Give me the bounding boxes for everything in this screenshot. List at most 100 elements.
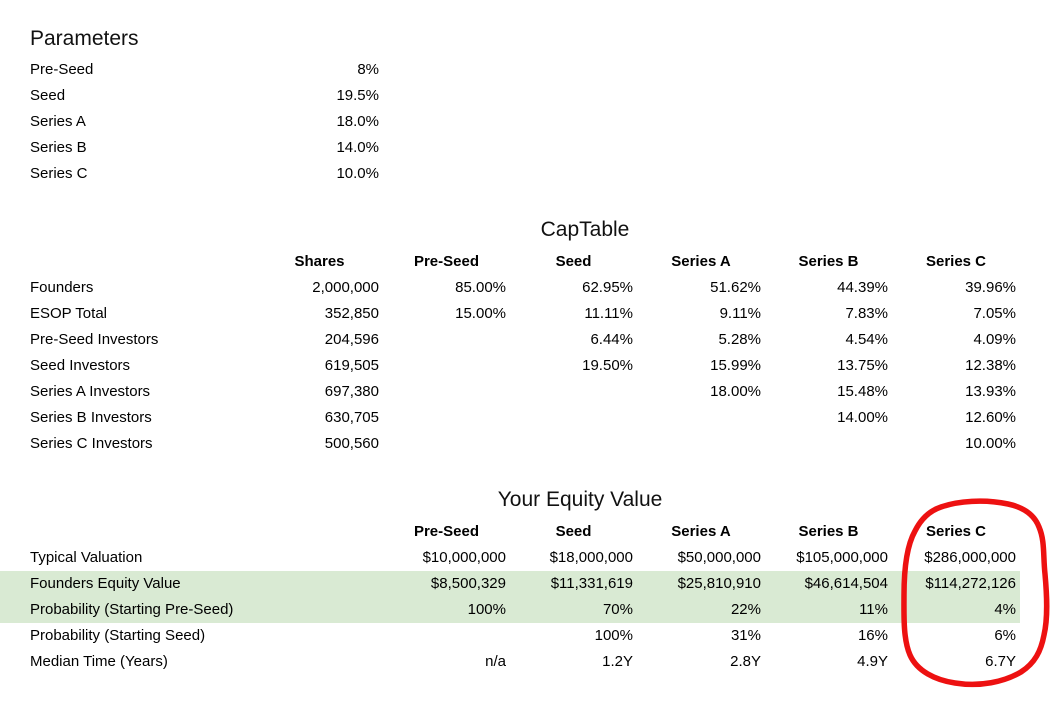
cell-value: 204,596 bbox=[324, 331, 379, 348]
cell-value: 2.8Y bbox=[730, 653, 761, 670]
cell-value: 13.75% bbox=[837, 357, 888, 374]
cell-value: 10.0% bbox=[336, 165, 379, 182]
cell-value: 4.54% bbox=[845, 331, 888, 348]
cell-value: 22% bbox=[730, 601, 761, 618]
row-label: Series C bbox=[30, 165, 88, 182]
cell-value: 12.60% bbox=[965, 409, 1016, 426]
cell-value: $8,500,329 bbox=[430, 575, 506, 592]
cell-value: 31% bbox=[730, 627, 761, 644]
cell-value: 15.48% bbox=[837, 383, 888, 400]
row-label: ESOP Total bbox=[30, 305, 107, 322]
cell-value: $114,272,126 bbox=[925, 575, 1016, 592]
cell-value: 15.99% bbox=[710, 357, 761, 374]
column-header: Series C bbox=[925, 523, 987, 540]
cell-value: 16% bbox=[857, 627, 888, 644]
cell-value bbox=[383, 327, 510, 353]
cell-value: 697,380 bbox=[324, 383, 379, 400]
cell-value: 4% bbox=[994, 601, 1016, 618]
equity-row: Typical Valuation $10,000,000 $18,000,00… bbox=[0, 545, 1020, 571]
cell-value: 7.05% bbox=[973, 305, 1016, 322]
cell-value: 44.39% bbox=[837, 279, 888, 296]
cell-value: 10.00% bbox=[965, 435, 1016, 452]
cell-value: 11% bbox=[859, 601, 888, 618]
row-label: Typical Valuation bbox=[30, 549, 143, 566]
row-label: Series B bbox=[30, 139, 87, 156]
parameter-row: Series C 10.0% bbox=[0, 161, 1020, 187]
row-label: Founders Equity Value bbox=[30, 575, 181, 592]
row-label: Seed bbox=[30, 87, 66, 104]
cell-value bbox=[510, 379, 637, 405]
cell-value: 12.38% bbox=[965, 357, 1016, 374]
equity-header-row: Pre-Seed Seed Series A Series B Series C bbox=[0, 519, 1020, 545]
cell-value: $25,810,910 bbox=[677, 575, 761, 592]
column-header: Shares bbox=[294, 253, 345, 270]
cap-table-row: ESOP Total 352,850 15.00% 11.11% 9.11% 7… bbox=[0, 301, 1020, 327]
cell-value: 1.2Y bbox=[602, 653, 633, 670]
highlighted-row: Founders Equity Value $8,500,329 $11,331… bbox=[0, 571, 1020, 597]
row-label: Pre-Seed bbox=[30, 61, 94, 78]
cell-value: 6.7Y bbox=[985, 653, 1016, 670]
cell-value bbox=[637, 405, 765, 431]
equity-value-table: Pre-Seed Seed Series A Series B Series C… bbox=[0, 519, 1020, 675]
cell-value: 14.0% bbox=[336, 139, 379, 156]
cell-value: 5.28% bbox=[718, 331, 761, 348]
cap-table-row: Series B Investors 630,705 14.00% 12.60% bbox=[0, 405, 1020, 431]
cell-value: 11.11% bbox=[584, 305, 633, 322]
column-header: Pre-Seed bbox=[413, 523, 480, 540]
cap-table: Shares Pre-Seed Seed Series A Series B S… bbox=[0, 249, 1020, 457]
cell-value: 6.44% bbox=[590, 331, 633, 348]
cell-value bbox=[765, 431, 892, 457]
cell-value: $105,000,000 bbox=[796, 549, 888, 566]
cell-value: 15.00% bbox=[455, 305, 506, 322]
cap-table-row: Founders 2,000,000 85.00% 62.95% 51.62% … bbox=[0, 275, 1020, 301]
cell-value: 630,705 bbox=[324, 409, 379, 426]
cell-value: 619,505 bbox=[324, 357, 379, 374]
row-label: Probability (Starting Seed) bbox=[30, 627, 206, 644]
row-label: Series A bbox=[30, 113, 86, 130]
column-header: Seed bbox=[555, 253, 592, 270]
cell-value: $50,000,000 bbox=[677, 549, 761, 566]
cell-value bbox=[510, 405, 637, 431]
cell-value bbox=[510, 431, 637, 457]
row-label: Seed Investors bbox=[30, 357, 131, 374]
parameter-row: Pre-Seed 8% bbox=[0, 57, 1020, 83]
cell-value: 100% bbox=[467, 601, 506, 618]
cell-value: 85.00% bbox=[455, 279, 506, 296]
column-header: Series A bbox=[671, 253, 731, 270]
cell-value bbox=[383, 623, 510, 649]
cell-value: 9.11% bbox=[719, 305, 761, 322]
parameters-table: Pre-Seed 8% Seed 19.5% Series A 18.0% Se… bbox=[0, 57, 1020, 187]
cell-value: 6% bbox=[994, 627, 1016, 644]
cell-value: $46,614,504 bbox=[804, 575, 888, 592]
cell-value: 62.95% bbox=[582, 279, 633, 296]
corner-cell bbox=[0, 249, 256, 275]
cell-value: 352,850 bbox=[324, 305, 379, 322]
parameter-row: Series A 18.0% bbox=[0, 109, 1020, 135]
row-label: Series A Investors bbox=[30, 383, 151, 400]
column-header: Series A bbox=[671, 523, 731, 540]
cell-value: $18,000,000 bbox=[549, 549, 633, 566]
cell-value bbox=[383, 353, 510, 379]
cell-value: $11,331,619 bbox=[550, 575, 633, 592]
cell-value: 51.62% bbox=[710, 279, 761, 296]
cap-table-row: Pre-Seed Investors 204,596 6.44% 5.28% 4… bbox=[0, 327, 1020, 353]
row-label: Series C Investors bbox=[30, 435, 153, 452]
equity-row: Median Time (Years) n/a 1.2Y 2.8Y 4.9Y 6… bbox=[0, 649, 1020, 675]
cell-value: 39.96% bbox=[965, 279, 1016, 296]
row-label: Median Time (Years) bbox=[30, 653, 168, 670]
column-header: Series C bbox=[925, 253, 987, 270]
row-label: Pre-Seed Investors bbox=[30, 331, 159, 348]
cap-table-row: Series A Investors 697,380 18.00% 15.48%… bbox=[0, 379, 1020, 405]
cell-value bbox=[637, 431, 765, 457]
cell-value: 4.9Y bbox=[857, 653, 888, 670]
cell-value bbox=[383, 405, 510, 431]
corner-cell bbox=[0, 519, 383, 545]
column-header: Series B bbox=[798, 253, 859, 270]
row-label: Probability (Starting Pre-Seed) bbox=[30, 601, 234, 618]
equity-row: Probability (Starting Seed) 100% 31% 16%… bbox=[0, 623, 1020, 649]
cell-value: 18.00% bbox=[710, 383, 761, 400]
cap-table-row: Series C Investors 500,560 10.00% bbox=[0, 431, 1020, 457]
cell-value: 14.00% bbox=[837, 409, 888, 426]
cell-value: 7.83% bbox=[845, 305, 888, 322]
cell-value bbox=[383, 431, 510, 457]
